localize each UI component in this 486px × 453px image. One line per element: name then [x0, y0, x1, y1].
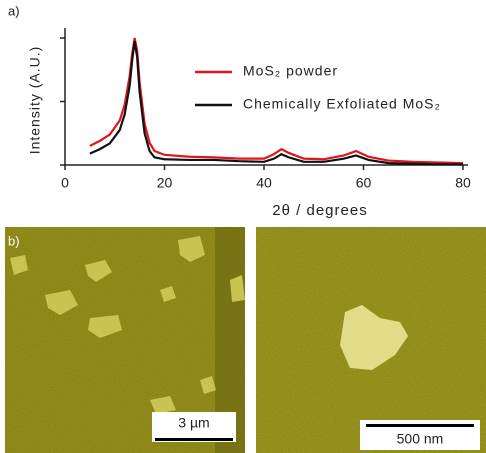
figure: a) 2θ / degrees Intensity (A.U.) 0 20 40 60… — [0, 0, 486, 453]
plot: 0 20 40 60 80 MoS₂ powder Chemically Exfoliate… — [60, 28, 471, 191]
scale-label: 3 µm — [178, 415, 209, 431]
scale-bar — [366, 424, 474, 427]
scale-label: 500 nm — [397, 431, 444, 447]
scale-bar — [155, 438, 233, 441]
y-axis-label: Intensity (A.U.) — [27, 46, 43, 155]
x-tick-label: 40 — [256, 175, 272, 191]
legend-label: MoS₂ powder — [243, 63, 338, 79]
x-tick-label: 60 — [356, 175, 372, 191]
x-tick-label: 80 — [455, 175, 471, 191]
x-axis-label: 2θ / degrees — [272, 202, 367, 219]
x-tick-label: 0 — [61, 175, 69, 191]
legend-label: Chemically Exfoliated MoS₂ — [243, 96, 441, 112]
x-tick-label: 20 — [157, 175, 173, 191]
panel-label: a) — [8, 3, 20, 18]
panel-label: b) — [8, 233, 20, 248]
afm-images: b) 3 µm 500 nm — [5, 227, 486, 453]
